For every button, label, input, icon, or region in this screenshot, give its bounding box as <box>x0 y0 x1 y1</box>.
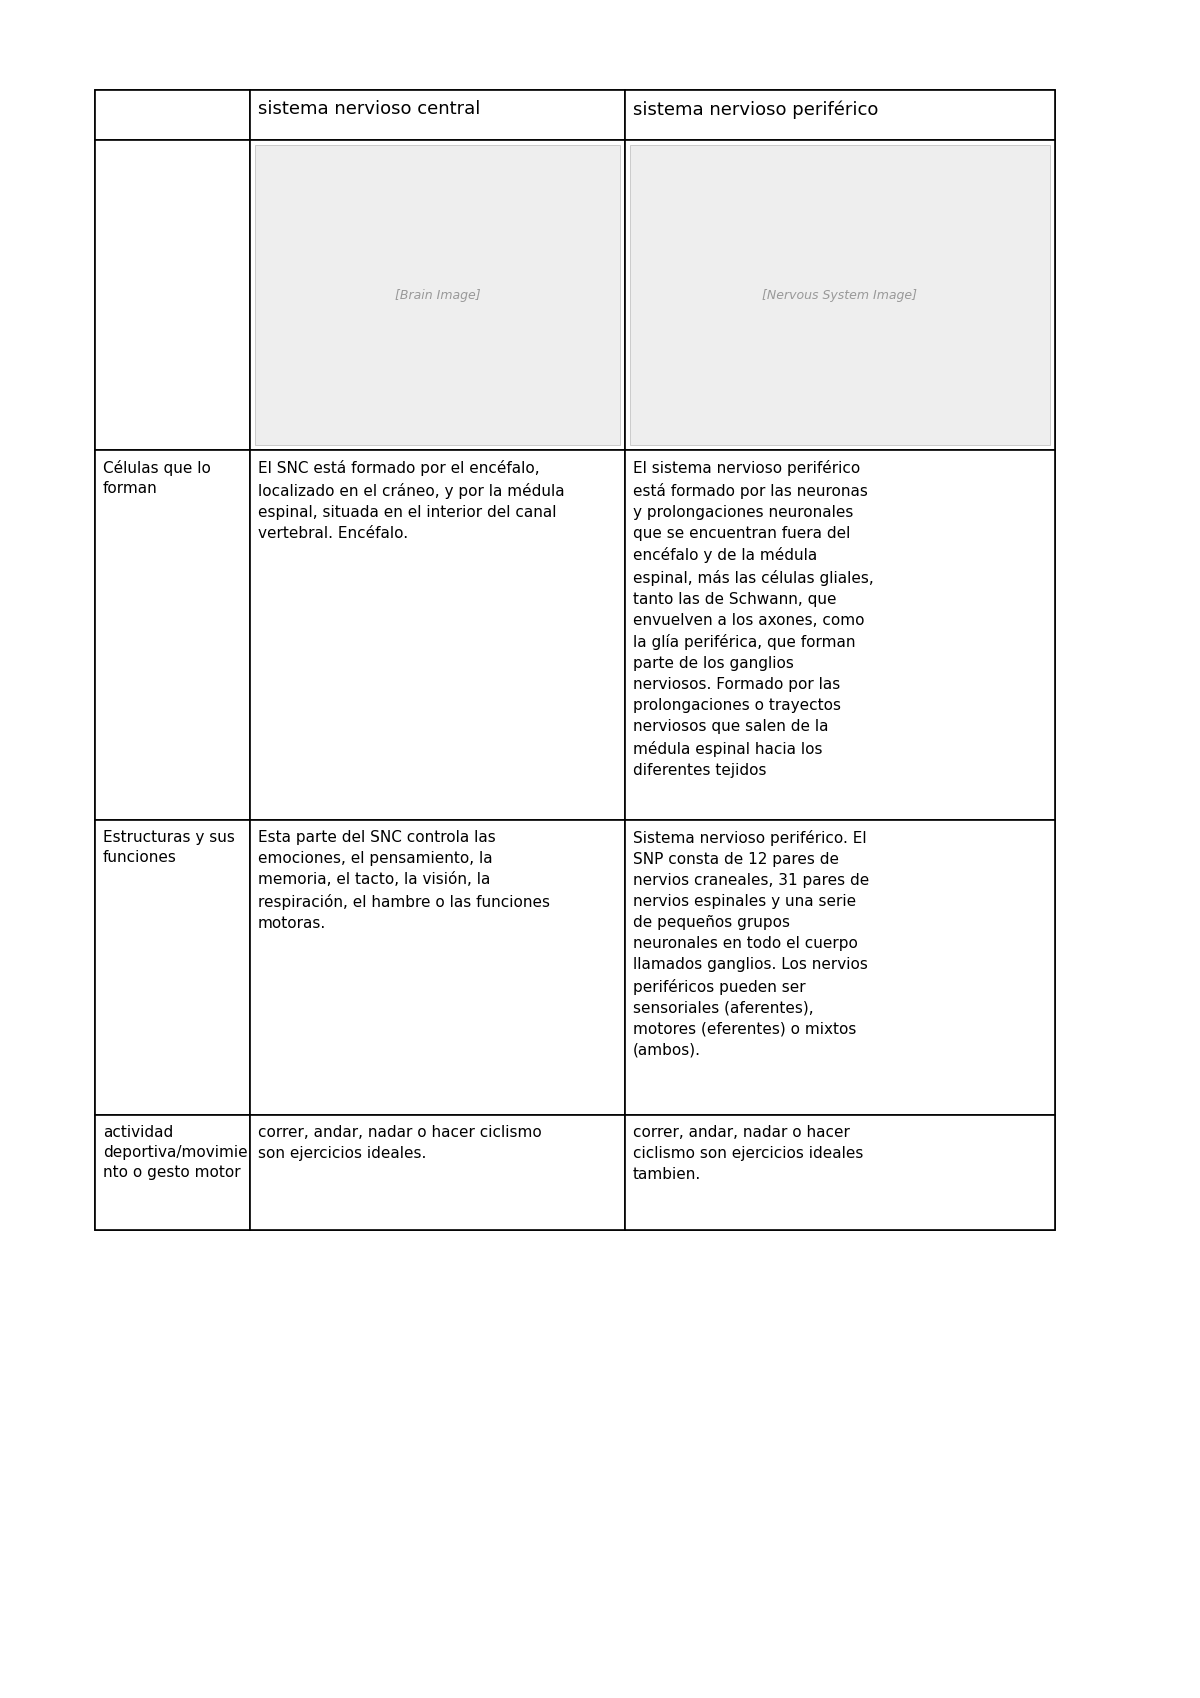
Bar <box>630 144 1050 445</box>
Text: El SNC está formado por el encéfalo,
localizado en el cráneo, y por la médula
es: El SNC está formado por el encéfalo, loc… <box>258 460 565 540</box>
Bar <box>95 820 250 1116</box>
Bar <box>250 1116 625 1229</box>
Bar <box>625 1116 1055 1229</box>
Bar <box>625 139 1055 450</box>
Bar <box>250 139 625 450</box>
Bar <box>256 144 620 445</box>
Text: El sistema nervioso periférico
está formado por las neuronas
y prolongaciones ne: El sistema nervioso periférico está form… <box>634 460 874 778</box>
Text: sistema nervioso central: sistema nervioso central <box>258 100 480 117</box>
Bar <box>250 90 625 139</box>
Text: sistema nervioso periférico: sistema nervioso periférico <box>634 100 878 119</box>
Text: Estructuras y sus
funciones: Estructuras y sus funciones <box>103 830 235 864</box>
Text: Esta parte del SNC controla las
emociones, el pensamiento, la
memoria, el tacto,: Esta parte del SNC controla las emocione… <box>258 830 550 931</box>
Bar <box>250 820 625 1116</box>
Bar <box>250 450 625 820</box>
Text: [Brain Image]: [Brain Image] <box>395 289 480 302</box>
Text: correr, andar, nadar o hacer
ciclismo son ejercicios ideales
tambien.: correr, andar, nadar o hacer ciclismo so… <box>634 1126 863 1182</box>
Text: actividad
deportiva/movimie
nto o gesto motor: actividad deportiva/movimie nto o gesto … <box>103 1126 247 1180</box>
Bar <box>95 1116 250 1229</box>
Text: Células que lo
forman: Células que lo forman <box>103 460 211 496</box>
Bar <box>95 90 1055 1229</box>
Bar <box>95 90 250 139</box>
Bar <box>625 450 1055 820</box>
Text: Sistema nervioso periférico. El
SNP consta de 12 pares de
nervios craneales, 31 : Sistema nervioso periférico. El SNP cons… <box>634 830 869 1058</box>
Text: correr, andar, nadar o hacer ciclismo
son ejercicios ideales.: correr, andar, nadar o hacer ciclismo so… <box>258 1126 541 1161</box>
Bar <box>625 90 1055 139</box>
Text: [Nervous System Image]: [Nervous System Image] <box>762 289 918 302</box>
Bar <box>95 450 250 820</box>
Bar <box>95 139 250 450</box>
Bar <box>625 820 1055 1116</box>
